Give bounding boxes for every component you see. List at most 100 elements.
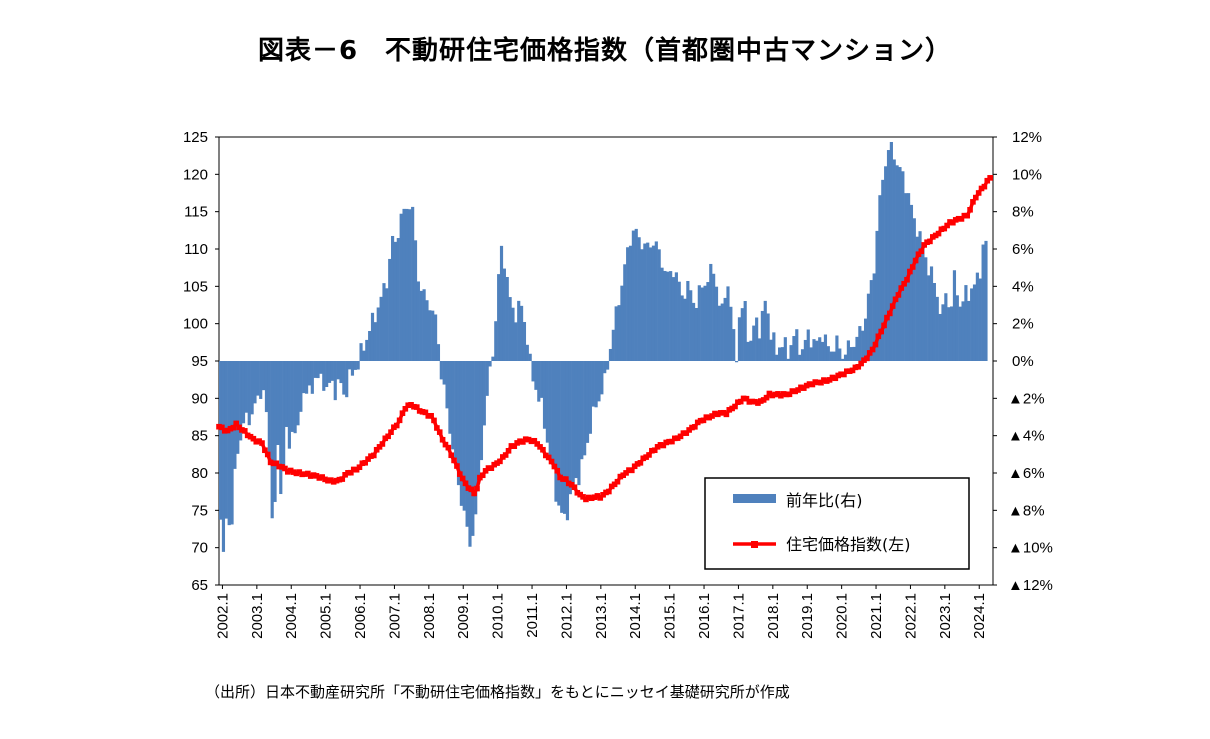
index-marker — [732, 403, 738, 410]
index-marker — [574, 489, 581, 496]
right-tick-label: 8% — [1012, 204, 1034, 221]
index-marker — [772, 391, 778, 398]
yoy-bar — [852, 346, 856, 361]
index-marker — [941, 225, 948, 232]
yoy-bar — [849, 347, 853, 361]
index-marker — [548, 458, 555, 465]
yoy-bar — [227, 361, 231, 526]
left-tick-label: 115 — [184, 204, 208, 221]
index-marker — [474, 485, 480, 492]
yoy-bar — [296, 361, 300, 426]
yoy-bar — [600, 361, 604, 395]
index-marker — [973, 194, 979, 201]
index-marker — [715, 411, 721, 418]
index-marker — [350, 466, 357, 473]
yoy-bar — [353, 361, 357, 370]
left-axis: 125 120 115 110 105 100 95 90 85 80 75 70 65 — [183, 129, 219, 594]
index-marker — [250, 435, 257, 442]
index-marker — [869, 346, 876, 353]
index-marker — [313, 473, 320, 479]
yoy-bar — [812, 339, 816, 361]
index-marker — [930, 234, 936, 240]
index-marker — [755, 400, 761, 406]
yoy-bar — [950, 306, 954, 361]
index-marker — [525, 436, 532, 443]
yoy-bar — [869, 280, 873, 361]
index-marker — [826, 377, 833, 383]
index-marker — [686, 427, 692, 433]
yoy-bar — [419, 290, 423, 361]
yoy-bar — [752, 325, 756, 361]
index-marker — [950, 219, 956, 226]
index-marker — [892, 296, 899, 303]
x-tick-label: 2011.1 — [524, 593, 541, 638]
left-tick-label: 125 — [183, 129, 208, 146]
yoy-bar — [841, 358, 845, 361]
index-marker — [224, 427, 231, 434]
index-marker — [935, 230, 942, 237]
yoy-bar — [276, 361, 280, 445]
yoy-bar — [798, 354, 802, 361]
index-marker — [712, 410, 718, 417]
index-marker — [264, 451, 271, 458]
index-marker — [388, 429, 394, 435]
yoy-bar — [282, 361, 286, 467]
index-marker — [302, 471, 308, 477]
index-marker — [789, 388, 796, 394]
index-marker — [330, 479, 337, 485]
yoy-bar — [651, 245, 656, 361]
yoy-bar — [279, 361, 283, 495]
index-marker — [528, 438, 535, 445]
legend: 前年比(右) 住宅価格指数(左) — [704, 477, 970, 570]
yoy-bar — [735, 361, 739, 363]
yoy-bar — [571, 361, 575, 487]
index-marker — [442, 441, 449, 448]
index-marker — [445, 444, 452, 451]
yoy-bar — [405, 208, 409, 361]
right-tick-label: ▲12% — [1008, 577, 1053, 594]
yoy-bar — [829, 351, 833, 361]
yoy-bar — [270, 361, 274, 519]
yoy-bar — [520, 305, 524, 361]
yoy-bar — [792, 336, 796, 361]
yoy-bar — [333, 361, 337, 401]
x-tick-label: 2017.1 — [730, 593, 747, 639]
index-marker — [273, 460, 280, 467]
index-marker — [287, 467, 294, 474]
index-marker — [657, 442, 664, 448]
left-tick-label: 95 — [191, 353, 208, 370]
yoy-bar — [456, 361, 461, 486]
index-marker — [285, 469, 291, 475]
index-marker — [531, 437, 538, 444]
yoy-bar — [755, 317, 759, 361]
index-marker — [758, 398, 764, 404]
left-tick-label: 70 — [191, 540, 208, 557]
index-marker — [654, 444, 661, 450]
source-note: （出所）日本不動産研究所「不動研住宅価格指数」をもとにニッセイ基礎研究所が作成 — [205, 683, 790, 701]
yoy-bar — [267, 361, 271, 458]
yoy-bar — [557, 361, 561, 506]
yoy-bar — [818, 337, 822, 361]
yoy-bar — [881, 179, 885, 361]
yoy-bar — [565, 361, 570, 521]
left-tick-label: 105 — [183, 278, 208, 295]
x-tick-label: 2016.1 — [696, 593, 713, 639]
yoy-bar — [663, 270, 667, 361]
left-tick-label: 75 — [191, 502, 208, 519]
yoy-bar — [843, 354, 848, 361]
chart-title: 図表－6 不動研住宅価格指数（首都圏中古マンション） — [257, 36, 953, 66]
yoy-bar — [967, 300, 971, 361]
index-marker — [434, 425, 440, 431]
x-tick-label: 2006.1 — [352, 593, 369, 639]
yoy-bar — [611, 329, 615, 361]
index-marker — [677, 433, 684, 440]
yoy-bar — [393, 241, 398, 361]
x-tick-label: 2010.1 — [490, 593, 507, 639]
index-marker — [339, 476, 346, 482]
index-marker — [348, 469, 354, 476]
index-marker — [500, 454, 506, 460]
yoy-bar — [431, 310, 435, 361]
index-marker — [411, 403, 417, 410]
index-marker — [583, 496, 589, 503]
